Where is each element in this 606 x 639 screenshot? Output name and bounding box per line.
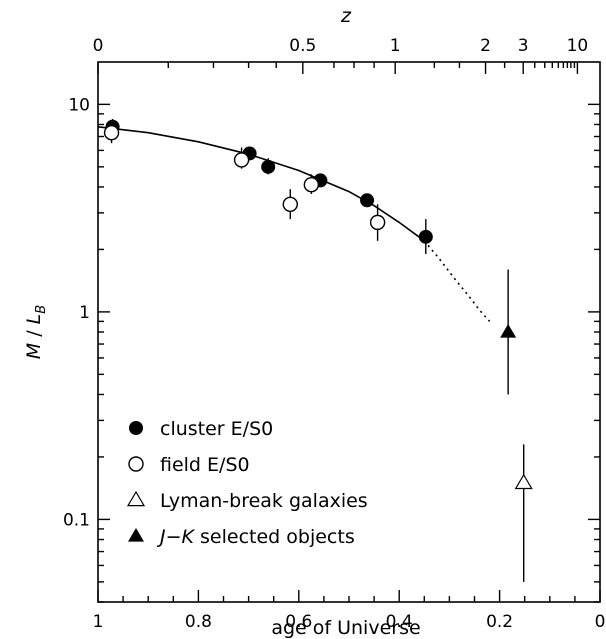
- data-point: [514, 473, 533, 490]
- y-tick-label: 1: [79, 303, 90, 323]
- y-axis-label: M / LB: [23, 305, 49, 359]
- x-tick-label: 0.8: [185, 612, 212, 632]
- tick-labels: 1 0.8 0.6 0.4 0.2 0 0 0.5 1 2 3 10 10 1 0.1: [63, 36, 605, 632]
- y-tick-label: 0.1: [63, 510, 90, 530]
- legend: cluster E/S0 field E/S0 Lyman-break galaxi…: [126, 418, 368, 548]
- data-point: [233, 152, 250, 168]
- legend-label: J−K selected objects: [156, 526, 355, 548]
- data-point: [500, 324, 517, 338]
- legend-marker: [126, 490, 146, 507]
- x2-axis-label: z: [340, 5, 352, 27]
- x-tick-label: 1: [93, 612, 104, 632]
- data-point: [261, 159, 276, 174]
- data-point: [369, 214, 386, 231]
- legend-label: cluster E/S0: [160, 418, 273, 440]
- data-point: [282, 196, 298, 212]
- axis-ticks: [97, 62, 601, 603]
- data-points: [103, 119, 533, 582]
- y-tick-label: 10: [68, 95, 90, 115]
- model-curve: [97, 126, 491, 322]
- z-tick-label: 0.5: [289, 36, 316, 56]
- x-tick-label: 0: [595, 612, 606, 632]
- z-tick-label: 2: [480, 36, 491, 56]
- model-curve-dotted: [423, 240, 491, 322]
- data-point: [103, 125, 120, 141]
- x-axis-label: age of Universe: [271, 617, 420, 639]
- data-point: [360, 193, 375, 208]
- data-point: [303, 177, 320, 193]
- x-tick-label: 0.2: [486, 612, 513, 632]
- z-tick-label: 1: [390, 36, 401, 56]
- legend-marker: [128, 528, 144, 542]
- legend-marker: [129, 421, 143, 435]
- z-tick-label: 3: [518, 36, 529, 56]
- x-tick-label: 0.4: [386, 612, 413, 632]
- legend-marker: [128, 456, 144, 472]
- data-point: [418, 229, 433, 244]
- x-tick-label: 0.6: [285, 612, 312, 632]
- z-tick-label: 10: [567, 36, 589, 56]
- plot-frame: [97, 61, 601, 603]
- z-tick-label: 0: [93, 36, 104, 56]
- model-curve-solid: [97, 126, 425, 242]
- legend-label: Lyman-break galaxies: [160, 490, 368, 512]
- legend-label: field E/S0: [160, 454, 250, 476]
